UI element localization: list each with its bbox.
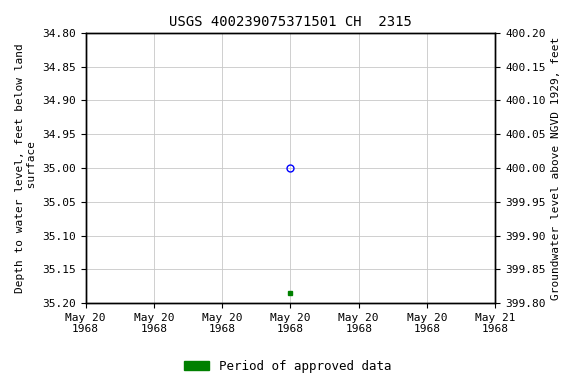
Y-axis label: Groundwater level above NGVD 1929, feet: Groundwater level above NGVD 1929, feet: [551, 36, 561, 300]
Legend: Period of approved data: Period of approved data: [179, 355, 397, 378]
Title: USGS 400239075371501 CH  2315: USGS 400239075371501 CH 2315: [169, 15, 412, 29]
Y-axis label: Depth to water level, feet below land
 surface: Depth to water level, feet below land su…: [15, 43, 37, 293]
